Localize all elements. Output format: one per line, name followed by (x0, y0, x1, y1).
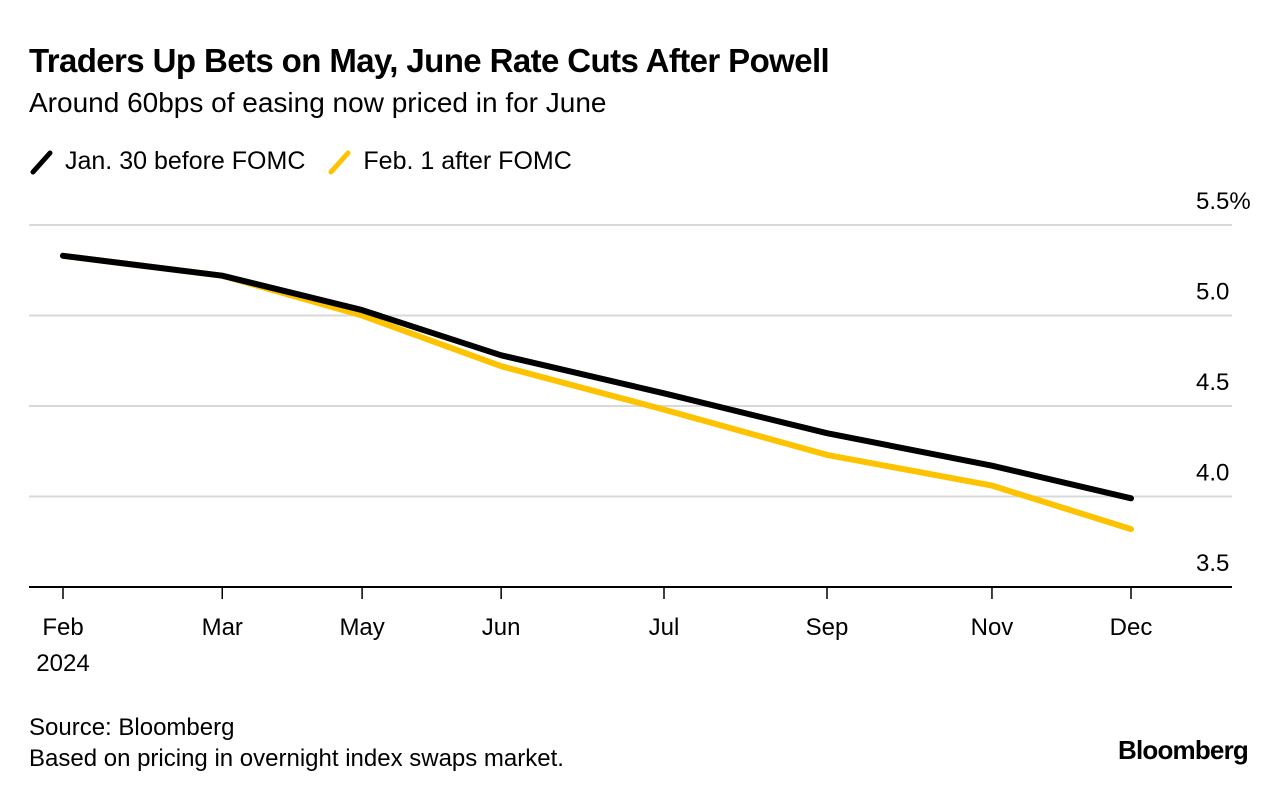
x-tick-label: Feb (42, 614, 83, 641)
x-tick-label: Jun (482, 614, 521, 641)
legend: Jan. 30 before FOMC Feb. 1 after FOMC (29, 147, 594, 176)
x-tick-label: Mar (202, 614, 243, 641)
diagonal-line-icon (328, 150, 351, 174)
y-tick-label: 4.0 (1196, 460, 1229, 487)
series-line-before-fomc (60, 252, 1134, 502)
bloomberg-logo: Bloomberg (1117, 735, 1249, 765)
source-note: Source: Bloomberg (29, 714, 235, 741)
x-tick-label: Dec (1110, 614, 1153, 641)
y-tick-label: 5.5% (1196, 188, 1251, 215)
y-tick-label: 3.5 (1196, 550, 1229, 577)
legend-item-before-fomc: Jan. 30 before FOMC (29, 147, 305, 176)
legend-item-after-fomc: Feb. 1 after FOMC (327, 147, 572, 176)
y-tick-label: 5.0 (1196, 279, 1229, 306)
gridlines (29, 224, 1232, 498)
y-axis-labels: 3.5 4.0 4.5 5.0 5.5% (1196, 188, 1251, 577)
x-tick-label: Jul (649, 614, 680, 641)
x-tick-label: May (339, 614, 384, 641)
series-line-after-fomc (60, 252, 1134, 533)
chart-title: Traders Up Bets on May, June Rate Cuts A… (29, 42, 830, 79)
methodology-note: Based on pricing in overnight index swap… (29, 745, 564, 772)
series-lines (60, 252, 1134, 533)
legend-label: Jan. 30 before FOMC (65, 147, 306, 175)
diagonal-line-icon (30, 150, 53, 174)
x-year-label: 2024 (36, 650, 89, 677)
x-tick-label: Nov (971, 614, 1014, 641)
footer: Source: Bloomberg Based on pricing in ov… (29, 712, 564, 774)
y-tick-label: 4.5 (1196, 369, 1229, 396)
legend-label: Feb. 1 after FOMC (363, 147, 572, 175)
x-tick-label: Sep (806, 614, 849, 641)
chart-subtitle: Around 60bps of easing now priced in for… (29, 87, 607, 118)
x-axis: Feb Mar May Jun Jul Sep Nov Dec 2024 (29, 586, 1232, 677)
